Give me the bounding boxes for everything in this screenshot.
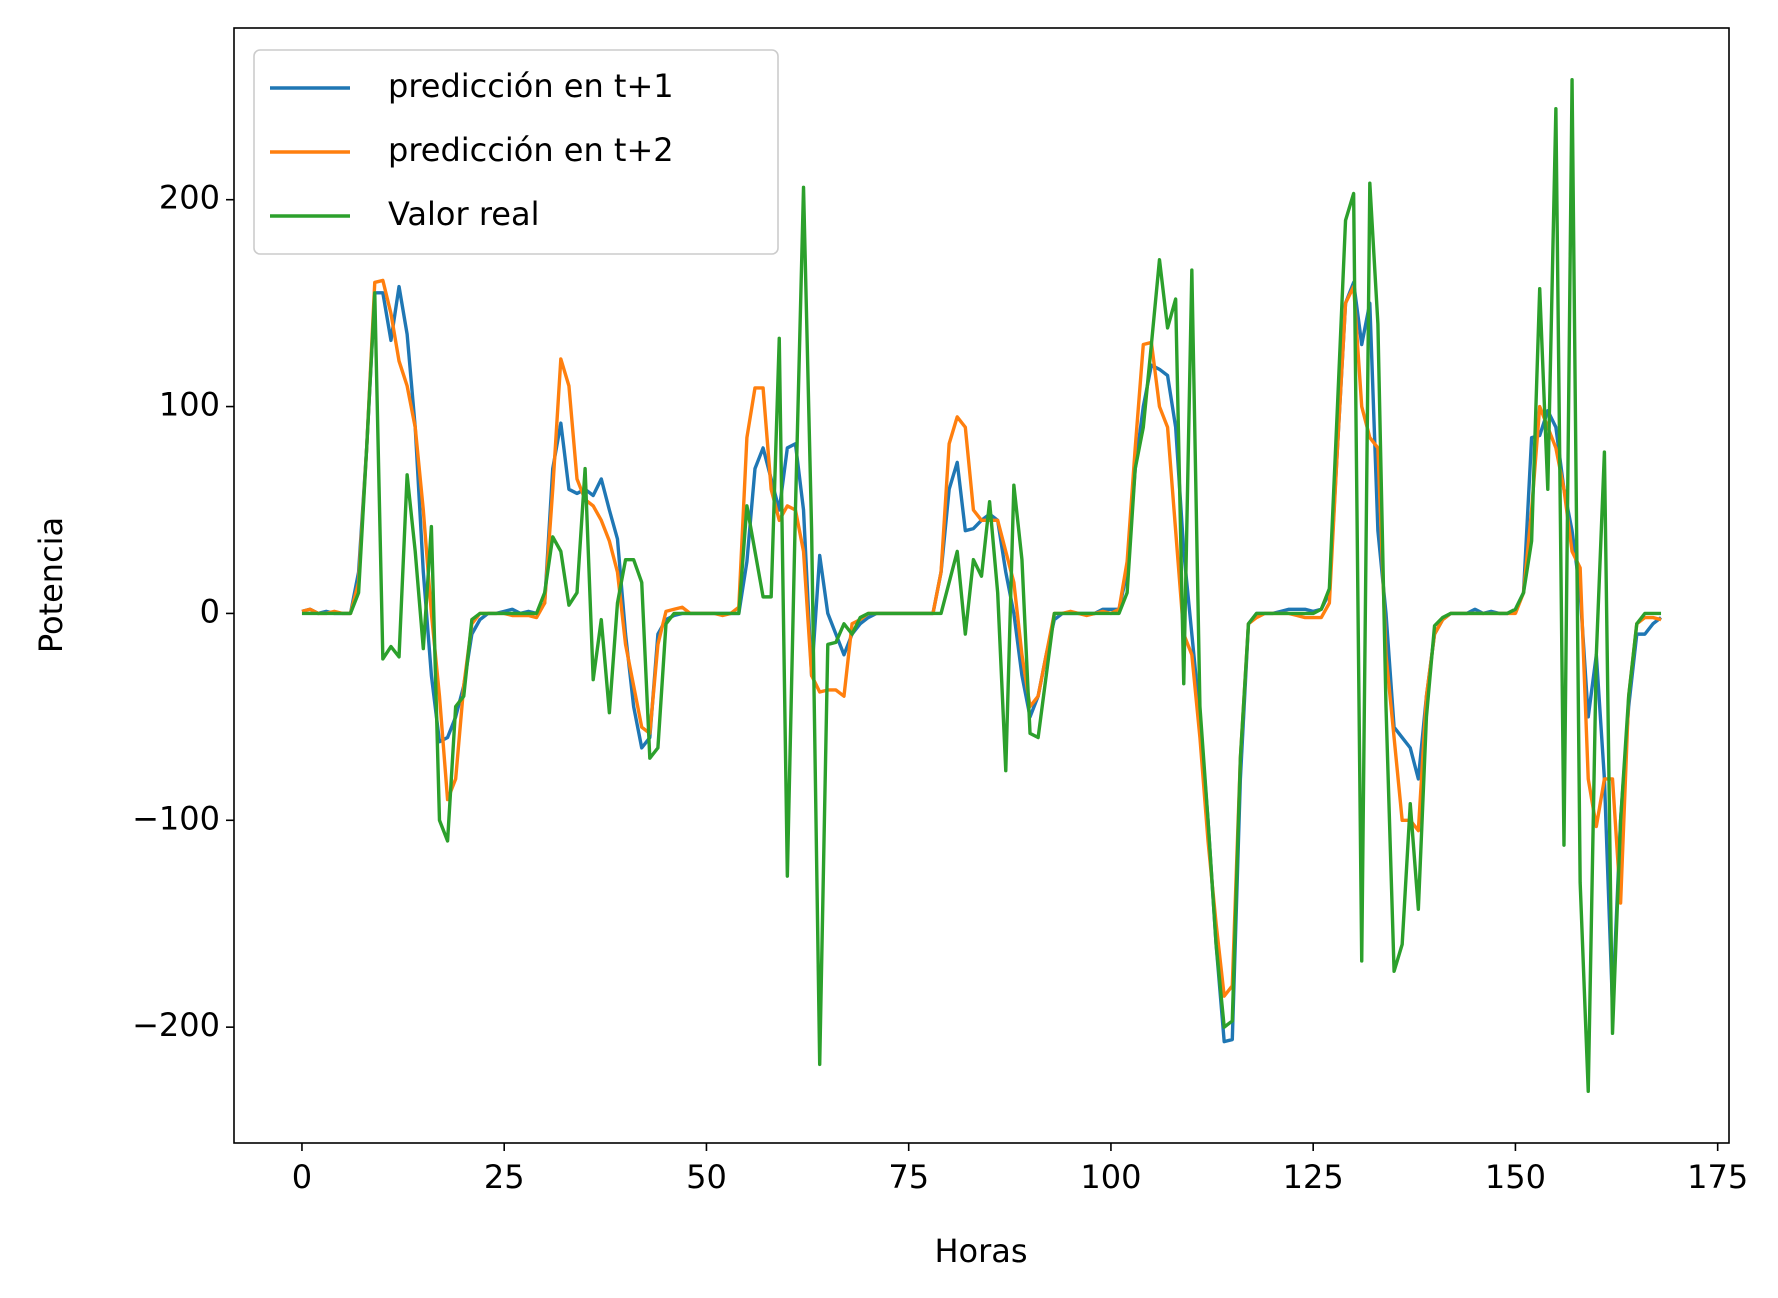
x-tick-label: 75 [888, 1158, 929, 1196]
x-tick-label: 0 [292, 1158, 312, 1196]
x-tick-label: 175 [1687, 1158, 1748, 1196]
plot-frame [233, 27, 1730, 1144]
y-tick-label: 200 [159, 179, 220, 217]
x-tick-label: 25 [484, 1158, 525, 1196]
x-tick-label: 150 [1485, 1158, 1546, 1196]
legend-label: predicción en t+2 [388, 131, 674, 169]
y-tick-label: 100 [159, 386, 220, 424]
line-series [301, 280, 1663, 1044]
x-tick-label: 50 [686, 1158, 727, 1196]
legend-label: predicción en t+1 [388, 67, 674, 105]
y-axis-label: Potencia [32, 517, 70, 653]
y-tick-label: 0 [200, 592, 220, 630]
y-tick-label: −100 [132, 799, 220, 837]
x-tick-label: 100 [1080, 1158, 1141, 1196]
x-axis-label: Horas [934, 1232, 1027, 1270]
line-series [301, 278, 1662, 998]
line-series [301, 78, 1662, 1093]
legend-box [253, 49, 779, 255]
y-tick-label: −200 [132, 1006, 220, 1044]
x-tick-label: 125 [1283, 1158, 1344, 1196]
legend-label: Valor real [388, 195, 539, 233]
